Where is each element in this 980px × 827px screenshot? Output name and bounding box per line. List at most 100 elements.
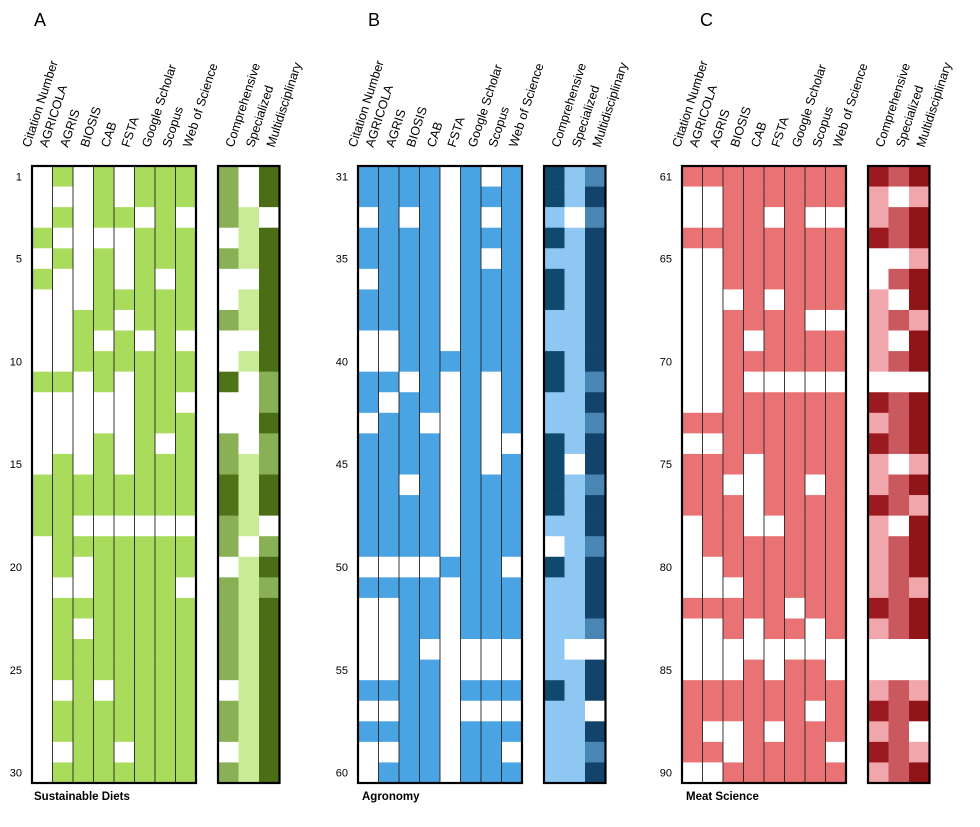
heatmap-cell — [73, 556, 94, 578]
column-header: CAB — [748, 120, 769, 149]
heatmap-cell — [460, 762, 481, 784]
category-cell — [909, 659, 930, 681]
heatmap-cell — [134, 289, 155, 311]
heatmap-cell — [764, 248, 785, 270]
category-cell — [909, 268, 930, 290]
category-cell — [585, 680, 606, 702]
category-cell — [259, 351, 280, 372]
heatmap-cell — [155, 392, 176, 414]
heatmap-cell — [114, 577, 135, 599]
heatmap-cell — [134, 597, 155, 619]
heatmap-cell — [52, 186, 73, 208]
heatmap-cell — [175, 453, 196, 475]
heatmap-cell — [764, 721, 785, 743]
heatmap-cell — [114, 289, 135, 311]
category-cell — [564, 639, 585, 660]
heatmap-cell — [378, 330, 399, 352]
heatmap-cell — [155, 186, 176, 208]
category-cell — [909, 577, 930, 599]
category-cell — [888, 371, 909, 393]
heatmap-cell — [723, 433, 744, 455]
heatmap-cell — [93, 248, 114, 270]
category-cell — [868, 351, 889, 372]
heatmap-cell — [743, 577, 764, 599]
heatmap-cell — [155, 721, 176, 743]
heatmap-cell — [93, 721, 114, 743]
heatmap-cell — [481, 659, 502, 681]
category-cell — [888, 618, 909, 640]
heatmap-cell — [440, 227, 461, 249]
heatmap-cell — [175, 412, 196, 434]
heatmap-cell — [419, 639, 440, 660]
heatmap-cell — [155, 248, 176, 270]
category-cell — [544, 680, 565, 702]
heatmap-cell — [764, 351, 785, 372]
heatmap-cell — [723, 721, 744, 743]
category-cell — [544, 700, 565, 722]
heatmap-cell — [805, 433, 826, 455]
heatmap-cell — [764, 392, 785, 414]
category-cell — [585, 289, 606, 311]
heatmap-cell — [460, 207, 481, 228]
heatmap-cell — [723, 515, 744, 537]
heatmap-cell — [73, 495, 94, 516]
heatmap-cell — [764, 474, 785, 496]
heatmap-cell — [825, 700, 846, 722]
heatmap-cell — [805, 639, 826, 660]
heatmap-cell — [764, 309, 785, 331]
heatmap-cell — [682, 556, 703, 578]
category-cell — [868, 392, 889, 414]
category-cell — [585, 597, 606, 619]
heatmap-cell — [501, 433, 522, 455]
heatmap-cell — [175, 330, 196, 352]
heatmap-cell — [702, 412, 723, 434]
heatmap-cell — [702, 577, 723, 599]
heatmap-cell — [784, 577, 805, 599]
heatmap-cell — [784, 330, 805, 352]
category-cell — [585, 495, 606, 516]
category-cell — [259, 433, 280, 455]
heatmap-cell — [399, 577, 420, 599]
heatmap-cell — [73, 186, 94, 208]
heatmap-cell — [702, 392, 723, 414]
heatmap-cell — [114, 166, 135, 187]
row-label: 90 — [660, 768, 672, 780]
category-cell — [259, 536, 280, 558]
category-cell — [585, 186, 606, 208]
heatmap-cell — [358, 248, 379, 270]
heatmap-cell — [764, 762, 785, 784]
category-cell — [585, 166, 606, 187]
heatmap-cell — [501, 371, 522, 393]
heatmap-cell — [702, 495, 723, 516]
heatmap-cell — [764, 186, 785, 208]
heatmap-cell — [32, 248, 53, 270]
category-cell — [868, 700, 889, 722]
heatmap-cell — [805, 268, 826, 290]
category-cell — [585, 371, 606, 393]
category-cell — [564, 762, 585, 784]
category-cell — [564, 556, 585, 578]
database-grid-frame — [30, 164, 198, 785]
heatmap-cell — [682, 597, 703, 619]
category-cell — [868, 680, 889, 702]
category-cell — [544, 577, 565, 599]
category-cell — [238, 515, 259, 537]
heatmap-cell — [481, 186, 502, 208]
heatmap-cell — [419, 330, 440, 352]
heatmap-cell — [481, 351, 502, 372]
heatmap-cell — [73, 248, 94, 270]
heatmap-cell — [764, 680, 785, 702]
heatmap-cell — [702, 166, 723, 187]
row-label: 80 — [660, 562, 672, 574]
heatmap-cell — [378, 166, 399, 187]
heatmap-cell — [419, 268, 440, 290]
category-cell — [585, 556, 606, 578]
heatmap-cell — [805, 741, 826, 763]
category-cell — [888, 597, 909, 619]
heatmap-cell — [32, 227, 53, 249]
heatmap-cell — [723, 741, 744, 763]
category-grid-frame — [866, 164, 931, 785]
heatmap-cell — [764, 741, 785, 763]
category-cell — [888, 556, 909, 578]
heatmap-cell — [743, 741, 764, 763]
